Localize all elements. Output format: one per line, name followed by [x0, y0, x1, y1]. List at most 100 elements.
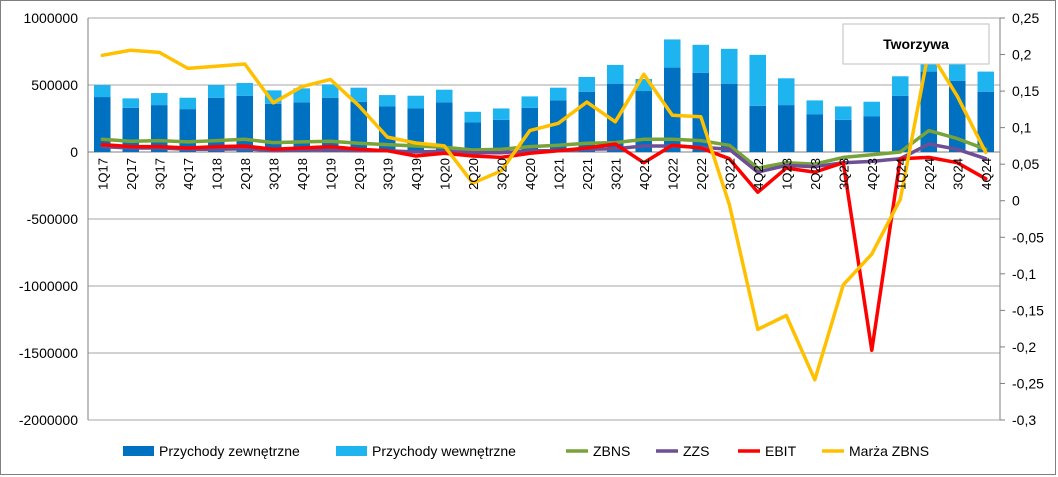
right-axis: 0,25 0,2 0,15 0,1 0,05 0 -0,05 -0,1 -0,15 -0,2 -0,… — [999, 10, 1044, 428]
bar-przychody-wewnetrzne — [549, 87, 567, 101]
line-zbns — [100, 128, 988, 170]
bar-przychody-wewnetrzne — [749, 54, 767, 106]
right-tick-label: 0,1 — [1012, 120, 1032, 136]
bar-przychody-wewnetrzne — [891, 76, 909, 96]
legend: Przychody zewnętrzne Przychody wewnętrzne… — [123, 443, 929, 459]
bar-przychody-wewnetrzne — [122, 98, 140, 108]
bar-przychody-zewnetrzne — [863, 116, 881, 152]
bar-przychody-zewnetrzne — [749, 105, 767, 152]
bar-przychody-wewnetrzne — [464, 111, 482, 123]
right-tick-label: 0,2 — [1012, 47, 1032, 63]
bar-przychody-zewnetrzne — [378, 106, 396, 152]
left-tick-label: 1000000 — [23, 10, 78, 26]
bar-przychody-wewnetrzne — [863, 101, 881, 117]
x-tick-label: 4Q21 — [637, 158, 652, 190]
left-tick-label: 0 — [70, 144, 78, 160]
right-tick-label: -0,1 — [1012, 266, 1036, 282]
x-tick-label: 3Q19 — [380, 158, 395, 190]
gridlines — [88, 17, 1000, 421]
x-tick-label: 2Q19 — [352, 158, 367, 190]
right-tick-label: -0,05 — [1012, 229, 1044, 245]
x-tick-label: 2Q17 — [124, 158, 139, 190]
x-tick-label: 2Q18 — [238, 158, 253, 190]
x-tick-label: 1Q22 — [665, 158, 680, 190]
bar-przychody-zewnetrzne — [977, 91, 995, 152]
bar-przychody-zewnetrzne — [635, 91, 653, 152]
x-tick-label: 3Q23 — [836, 158, 851, 190]
x-tick-label: 3Q17 — [152, 158, 167, 190]
right-tick-label: -0,2 — [1012, 339, 1036, 355]
x-tick-label: 1Q23 — [779, 158, 794, 190]
x-tick-label: 1Q21 — [551, 158, 566, 190]
x-tick-label: 4Q19 — [409, 158, 424, 190]
bar-przychody-wewnetrzne — [720, 48, 738, 84]
x-tick-label: 2Q24 — [922, 158, 937, 190]
bar-przychody-zewnetrzne — [549, 100, 567, 152]
x-tick-label: 1Q20 — [437, 158, 452, 190]
bar-przychody-wewnetrzne — [977, 71, 995, 92]
bar-przychody-wewnetrzne — [350, 87, 368, 102]
x-tick-label: 1Q19 — [323, 158, 338, 190]
bar-przychody-zewnetrzne — [321, 97, 339, 152]
bar-przychody-zewnetrzne — [435, 102, 453, 152]
bar-przychody-wewnetrzne — [321, 84, 339, 98]
line-series — [100, 48, 988, 382]
bar-przychody-zewnetrzne — [464, 122, 482, 152]
bar-przychody-zewnetrzne — [663, 67, 681, 152]
x-tick-label: 4Q20 — [523, 158, 538, 190]
x-tick-label: 4Q23 — [865, 158, 880, 190]
x-tick-label: 1Q24 — [893, 158, 908, 190]
bar-przychody-wewnetrzne — [663, 39, 681, 68]
legend-label: Przychody zewnętrzne — [159, 443, 300, 459]
bar-przychody-wewnetrzne — [834, 106, 852, 120]
bar-przychody-zewnetrzne — [891, 95, 909, 152]
bar-przychody-wewnetrzne — [207, 85, 225, 98]
x-tick-label: 2Q21 — [580, 158, 595, 190]
bar-przychody-zewnetrzne — [350, 101, 368, 152]
bar-przychody-zewnetrzne — [264, 103, 282, 152]
bar-przychody-wewnetrzne — [806, 100, 824, 115]
bar-przychody-zewnetrzne — [720, 83, 738, 152]
x-tick-label: 1Q18 — [209, 158, 224, 190]
left-tick-label: 500000 — [31, 77, 78, 93]
x-tick-label: 4Q24 — [979, 158, 994, 190]
x-tick-label: 4Q18 — [295, 158, 310, 190]
bar-przychody-wewnetrzne — [293, 88, 311, 103]
bar-przychody-zewnetrzne — [179, 109, 197, 152]
right-tick-label: 0 — [1012, 193, 1020, 209]
bar-przychody-wewnetrzne — [179, 97, 197, 110]
legend-label: Przychody wewnętrzne — [372, 443, 516, 459]
line-ebit — [100, 142, 988, 353]
legend-label: ZZS — [683, 443, 709, 459]
x-tick-label: 1Q17 — [95, 158, 110, 190]
bar-przychody-wewnetrzne — [521, 96, 539, 108]
bar-przychody-wewnetrzne — [378, 95, 396, 107]
legend-label: ZBNS — [593, 443, 630, 459]
right-tick-label: -0,15 — [1012, 302, 1044, 318]
x-axis-labels: 1Q17 2Q17 3Q17 4Q17 1Q18 2Q18 3Q18 4Q18 1Q19 2Q19… — [95, 158, 994, 190]
left-tick-label: -1000000 — [19, 278, 78, 294]
x-tick-label: 3Q20 — [494, 158, 509, 190]
bar-przychody-wewnetrzne — [150, 93, 168, 106]
legend-label: EBIT — [765, 443, 797, 459]
right-tick-label: 0,15 — [1012, 83, 1039, 99]
legend-label: Marża ZBNS — [849, 443, 929, 459]
bar-przychody-wewnetrzne — [407, 95, 425, 109]
right-tick-label: -0,25 — [1012, 375, 1044, 391]
bar-przychody-wewnetrzne — [777, 78, 795, 106]
bar-przychody-wewnetrzne — [492, 108, 510, 120]
x-tick-label: 2Q22 — [694, 158, 709, 190]
left-tick-label: -500000 — [27, 211, 79, 227]
line-mar-a-zbns — [100, 48, 988, 382]
bar-przychody-zewnetrzne — [606, 83, 624, 152]
right-tick-label: -0,3 — [1012, 412, 1036, 428]
bar-przychody-zewnetrzne — [293, 102, 311, 152]
x-tick-label: 3Q24 — [950, 158, 965, 190]
bar-przychody-zewnetrzne — [236, 95, 254, 152]
bar-przychody-zewnetrzne — [777, 105, 795, 152]
x-tick-label: 4Q17 — [181, 158, 196, 190]
chart-title-box: Tworzywa — [842, 23, 990, 65]
bar-przychody-zewnetrzne — [806, 114, 824, 152]
bar-przychody-zewnetrzne — [207, 97, 225, 152]
